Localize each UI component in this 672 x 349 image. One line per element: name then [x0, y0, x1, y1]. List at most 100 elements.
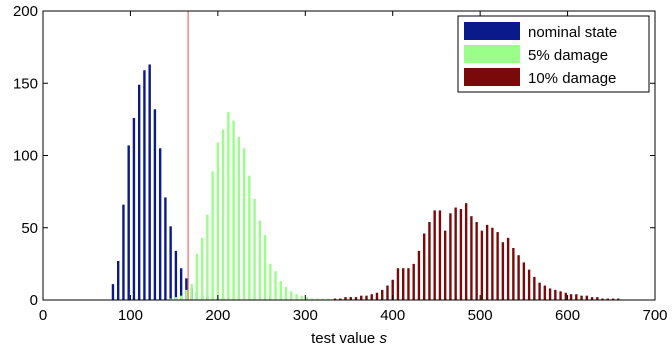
bar — [344, 297, 347, 300]
bar — [459, 208, 463, 300]
x-tick-label: 400 — [380, 307, 405, 324]
bar — [596, 297, 599, 300]
bar — [326, 298, 330, 300]
bar — [580, 295, 583, 300]
bar — [169, 226, 172, 300]
bar — [564, 292, 568, 300]
bar — [360, 295, 363, 300]
bar — [428, 221, 431, 300]
bar — [158, 148, 162, 300]
bar — [339, 298, 342, 300]
bar — [305, 297, 309, 300]
bar — [585, 295, 589, 300]
bar — [375, 292, 379, 300]
bar — [185, 289, 188, 300]
x-axis-label: test value s — [311, 330, 387, 347]
bar — [333, 298, 337, 300]
bar — [216, 142, 220, 300]
bars-layer — [111, 64, 620, 301]
bar — [211, 171, 214, 300]
bar — [422, 233, 426, 300]
bar — [269, 263, 272, 300]
bar — [290, 291, 293, 300]
bar — [200, 237, 204, 300]
bar — [590, 297, 594, 300]
legend-label: 10% damage — [528, 70, 616, 87]
bar — [232, 120, 235, 300]
bar — [137, 84, 141, 300]
bar — [122, 204, 125, 300]
bar — [174, 297, 178, 300]
bar — [522, 262, 526, 300]
x-tick-label: 600 — [555, 307, 580, 324]
legend-swatch — [464, 45, 520, 63]
legend-items: nominal state 5% damage 10% damage — [464, 22, 617, 87]
bar — [417, 250, 421, 300]
bar — [475, 221, 478, 300]
bar — [248, 175, 251, 300]
bar — [386, 285, 389, 300]
bar — [464, 203, 468, 300]
legend-swatch — [464, 22, 520, 40]
legend-label: 5% damage — [528, 47, 608, 64]
bar — [237, 136, 241, 300]
y-tick-label: 100 — [13, 148, 38, 165]
bar — [402, 268, 405, 300]
series-2 — [333, 203, 620, 300]
bar — [391, 279, 394, 300]
bar — [512, 247, 515, 300]
bar — [349, 297, 352, 300]
bar — [449, 213, 452, 300]
bar — [517, 255, 520, 300]
bar — [164, 197, 167, 300]
bar — [143, 70, 146, 301]
bar — [274, 271, 277, 300]
bar — [606, 298, 609, 300]
y-tick-label: 50 — [21, 220, 38, 237]
bar — [321, 298, 324, 300]
bar — [148, 64, 151, 300]
legend-swatch — [464, 68, 520, 86]
bar — [548, 288, 552, 300]
bar — [179, 268, 183, 300]
x-tick-label: 200 — [205, 307, 230, 324]
bar — [174, 250, 178, 300]
y-tick-label: 0 — [30, 292, 38, 309]
bar — [116, 260, 120, 300]
bar — [554, 289, 557, 300]
y-tick-label: 200 — [13, 3, 38, 20]
bar — [169, 298, 172, 300]
bar — [284, 286, 288, 300]
bar — [258, 220, 262, 300]
bar — [569, 294, 573, 300]
bar — [438, 210, 442, 300]
bar — [253, 198, 256, 300]
bar — [601, 298, 604, 300]
bar — [354, 297, 358, 300]
bar — [227, 112, 230, 301]
bar — [496, 232, 499, 300]
bar — [279, 281, 283, 300]
x-tick-label: 500 — [468, 307, 493, 324]
bar — [543, 285, 547, 300]
bar — [538, 282, 541, 300]
legend-label: nominal state — [528, 24, 617, 41]
bar — [485, 224, 489, 300]
bar — [300, 295, 303, 300]
x-tick-label: 300 — [293, 307, 318, 324]
bar — [527, 269, 531, 300]
x-tick-label: 700 — [642, 307, 667, 324]
bar — [295, 294, 298, 300]
bar — [195, 253, 199, 300]
y-tick-label: 150 — [13, 75, 38, 92]
ticks-layer: 0 100 200 300 400 500 600 700 0 50 100 150 200 — [13, 3, 668, 324]
x-tick-label: 0 — [39, 307, 47, 324]
bar — [132, 117, 136, 301]
bar — [316, 298, 319, 300]
bar — [311, 298, 314, 300]
x-tick-label: 100 — [118, 307, 143, 324]
bar — [190, 284, 193, 300]
bar — [575, 294, 578, 300]
bar — [127, 145, 130, 300]
